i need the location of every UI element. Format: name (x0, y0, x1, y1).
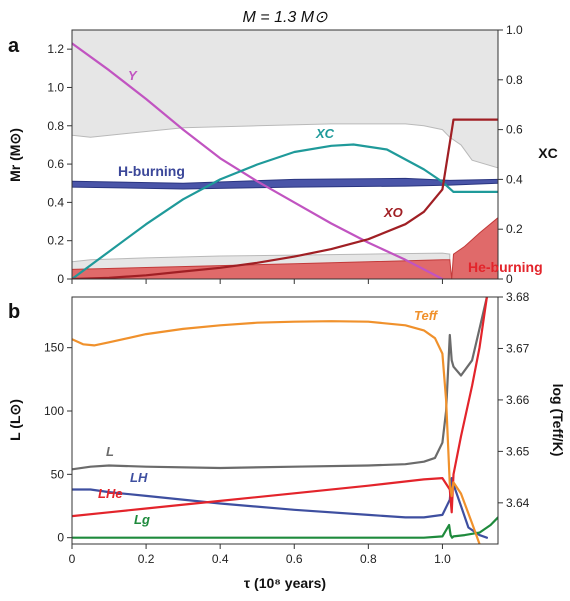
x-tick-label: 0.6 (286, 552, 303, 566)
panel-b-ylabel: L (L⊙) (7, 399, 23, 441)
y-right-tick-label: 3.64 (506, 496, 530, 510)
y-tick-label: 1.0 (47, 80, 64, 94)
series-line-y (72, 42, 444, 279)
panel-a-frame (71, 29, 499, 280)
panel-a-ylabel: Mr (M⊙) (7, 128, 23, 182)
annotation-l: L (106, 444, 114, 459)
y-tick-label: 50 (51, 467, 65, 481)
x-tick-label: 0.2 (138, 552, 155, 566)
y-right-tick-label: 3.67 (506, 341, 530, 355)
x-tick-label: 1.0 (434, 552, 451, 566)
y-right-tick-label: 0.6 (506, 123, 523, 137)
panel-b: b 0 50 100 150 3.64 3.65 3.66 3.67 3.68 0 0.2 0.4 0.… (7, 290, 566, 591)
y-tick-label: 100 (44, 404, 64, 418)
y-right-tick-label: 3.68 (506, 290, 530, 304)
region-h-burning (72, 177, 498, 190)
figure-title: M = 1.3 M⊙ (243, 9, 329, 26)
y-tick-label: 1.2 (47, 42, 64, 56)
y-right-tick-label: 0.8 (506, 73, 523, 87)
panel-b-xlabel: τ (10⁸ years) (244, 575, 326, 591)
panel-b-ylabel-right: log (Teff/K) (550, 384, 566, 457)
annotation-xo: XO (383, 205, 403, 220)
y-right-tick-label: 3.66 (506, 393, 530, 407)
panel-b-plot-area (72, 297, 498, 544)
y-tick-label: 0.8 (47, 119, 64, 133)
y-tick-label: 150 (44, 341, 64, 355)
series-line-lhe (72, 297, 488, 518)
series-line-xc (72, 143, 498, 279)
y-right-tick-label: 3.65 (506, 444, 530, 458)
y-tick-label: 0.4 (47, 195, 64, 209)
x-tick-label: 0.4 (212, 552, 229, 566)
panel-b-label: b (8, 301, 20, 323)
annotation-he-burning: He-burning (468, 259, 543, 275)
panel-a-ticks: 0 0.2 0.4 0.6 0.8 1.0 1.2 0 0.2 0.4 0.6 0.8 1.0 (47, 23, 523, 286)
panel-b-frame (71, 296, 499, 545)
annotation-lg: Lg (134, 512, 150, 527)
annotation-lhe: LHe (98, 486, 123, 501)
x-tick-label: 0 (69, 552, 76, 566)
y-tick-label: 0 (57, 272, 64, 286)
annotation-teff: Teff (414, 308, 439, 323)
x-tick-label: 0.8 (360, 552, 377, 566)
series-line-xo (72, 118, 498, 279)
annotation-y: Y (128, 68, 138, 83)
panel-a-plot-area (72, 30, 498, 279)
y-tick-label: 0.6 (47, 157, 64, 171)
series-line-lh (72, 477, 488, 539)
panel-a-ylabel-right: XC (538, 145, 557, 161)
series-line-teff (72, 320, 481, 544)
panel-b-ticks: 0 50 100 150 3.64 3.65 3.66 3.67 3.68 0 0.2 0.4 0.6 0… (44, 290, 530, 566)
y-right-tick-label: 1.0 (506, 23, 523, 37)
series-line-l (72, 297, 488, 471)
annotation-xc: XC (315, 126, 335, 141)
y-tick-label: 0 (57, 531, 64, 545)
annotation-lh: LH (130, 470, 148, 485)
region-he-burning (72, 217, 498, 279)
y-right-tick-label: 0.2 (506, 222, 523, 236)
panel-a: a 0 0.2 0.4 0.6 0.8 1.0 1.2 0 0.2 0.4 0.6 0.8 1.0 Mr… (7, 23, 558, 286)
region-convective-envelope (72, 30, 498, 169)
y-right-tick-label: 0 (506, 272, 513, 286)
annotation-h-burning: H-burning (118, 163, 185, 179)
y-tick-label: 0.2 (47, 234, 64, 248)
panel-a-label: a (8, 35, 20, 57)
y-right-tick-label: 0.4 (506, 172, 523, 186)
